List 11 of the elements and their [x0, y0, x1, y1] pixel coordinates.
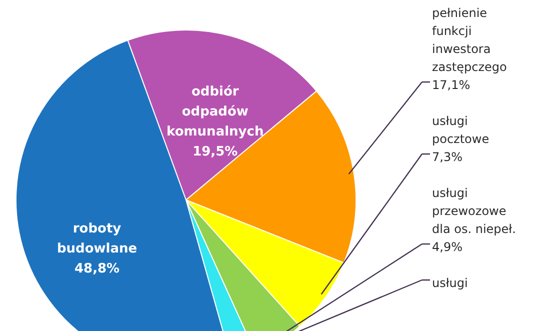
data-label: 48,8% — [74, 262, 120, 277]
slice-label: usługi — [432, 276, 468, 290]
slice-label: usługi przewozowe dla os. niepeł. — [432, 186, 516, 236]
data-label: 17,1% — [432, 78, 470, 92]
slice-label: pełnienie funkcji inwestora zastępczego — [432, 6, 507, 74]
slice-label: odbiór odpadów komunalnych — [166, 84, 264, 140]
slice-label: usługi pocztowe — [432, 114, 490, 146]
data-label: 19,5% — [192, 144, 238, 160]
data-label: 4,9% — [432, 240, 462, 254]
slice-label: roboty budowlane — [56, 222, 138, 257]
data-label: 7,3% — [432, 150, 462, 164]
